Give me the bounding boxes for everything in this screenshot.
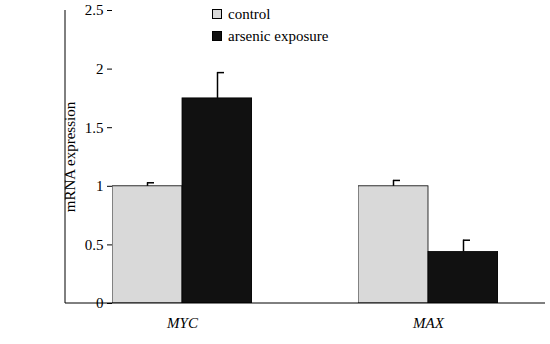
svg-text:mRNA expression: mRNA expression (62, 101, 79, 213)
svg-text:2: 2 (96, 61, 104, 77)
html-text:control: control (228, 5, 271, 22)
svg-text:0: 0 (96, 295, 104, 312)
svg-text:MYC: MYC (166, 315, 199, 331)
svg-text:2.5: 2.5 (85, 2, 104, 18)
svg-text:1: 1 (96, 178, 104, 194)
html-text:arsenic exposure: arsenic exposure (228, 27, 329, 44)
svg-text:1.5: 1.5 (85, 120, 104, 136)
svg-text:0.5: 0.5 (85, 237, 104, 253)
svg-text:MAX: MAX (412, 315, 445, 331)
